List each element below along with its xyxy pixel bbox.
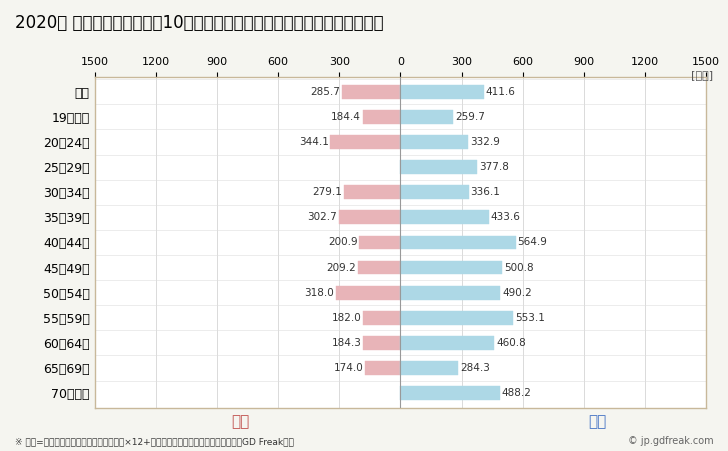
Bar: [400, 211, 488, 224]
Text: 318.0: 318.0: [304, 288, 334, 298]
Text: 411.6: 411.6: [486, 87, 516, 97]
Text: 460.8: 460.8: [496, 338, 526, 348]
Text: 285.7: 285.7: [311, 87, 341, 97]
Bar: [357, 261, 400, 274]
Bar: [400, 261, 502, 274]
Bar: [400, 110, 454, 124]
Text: 553.1: 553.1: [515, 313, 545, 323]
Text: 女性: 女性: [231, 414, 250, 429]
Bar: [363, 336, 400, 350]
Bar: [360, 235, 400, 249]
Bar: [400, 336, 494, 350]
Bar: [400, 185, 469, 199]
Bar: [342, 85, 400, 99]
Bar: [363, 110, 400, 124]
Text: 564.9: 564.9: [517, 237, 547, 248]
Bar: [344, 185, 400, 199]
Text: 2020年 民間企業（従業者数10人以上）フルタイム労働者の男女別平均年収: 2020年 民間企業（従業者数10人以上）フルタイム労働者の男女別平均年収: [15, 14, 383, 32]
Text: 182.0: 182.0: [332, 313, 362, 323]
Text: 332.9: 332.9: [470, 137, 499, 147]
Text: 184.4: 184.4: [331, 112, 361, 122]
Bar: [400, 135, 468, 149]
Text: 433.6: 433.6: [491, 212, 521, 222]
Text: 男性: 男性: [587, 414, 606, 429]
Bar: [400, 85, 484, 99]
Bar: [365, 361, 400, 375]
Text: © jp.gdfreak.com: © jp.gdfreak.com: [628, 436, 713, 446]
Bar: [400, 386, 500, 400]
Text: 344.1: 344.1: [298, 137, 328, 147]
Text: 184.3: 184.3: [331, 338, 361, 348]
Bar: [400, 361, 459, 375]
Bar: [331, 135, 400, 149]
Text: 488.2: 488.2: [502, 388, 531, 398]
Bar: [400, 160, 478, 174]
Bar: [400, 235, 515, 249]
Text: 259.7: 259.7: [455, 112, 485, 122]
Text: 174.0: 174.0: [333, 363, 363, 373]
Text: 377.8: 377.8: [479, 162, 509, 172]
Text: [万円]: [万円]: [692, 70, 713, 80]
Text: 279.1: 279.1: [312, 187, 342, 197]
Text: 490.2: 490.2: [502, 288, 531, 298]
Text: 336.1: 336.1: [470, 187, 500, 197]
Text: ※ 年収=「きまって支給する現金給与額」×12+「年間賞与その他特別給与額」としてGD Freak推計: ※ 年収=「きまって支給する現金給与額」×12+「年間賞与その他特別給与額」とし…: [15, 437, 293, 446]
Text: 302.7: 302.7: [307, 212, 337, 222]
Text: 209.2: 209.2: [326, 262, 356, 272]
Text: 500.8: 500.8: [504, 262, 534, 272]
Bar: [400, 311, 513, 325]
Bar: [400, 286, 500, 299]
Bar: [336, 286, 400, 299]
Bar: [363, 311, 400, 325]
Bar: [339, 211, 400, 224]
Text: 284.3: 284.3: [460, 363, 490, 373]
Text: 200.9: 200.9: [328, 237, 358, 248]
